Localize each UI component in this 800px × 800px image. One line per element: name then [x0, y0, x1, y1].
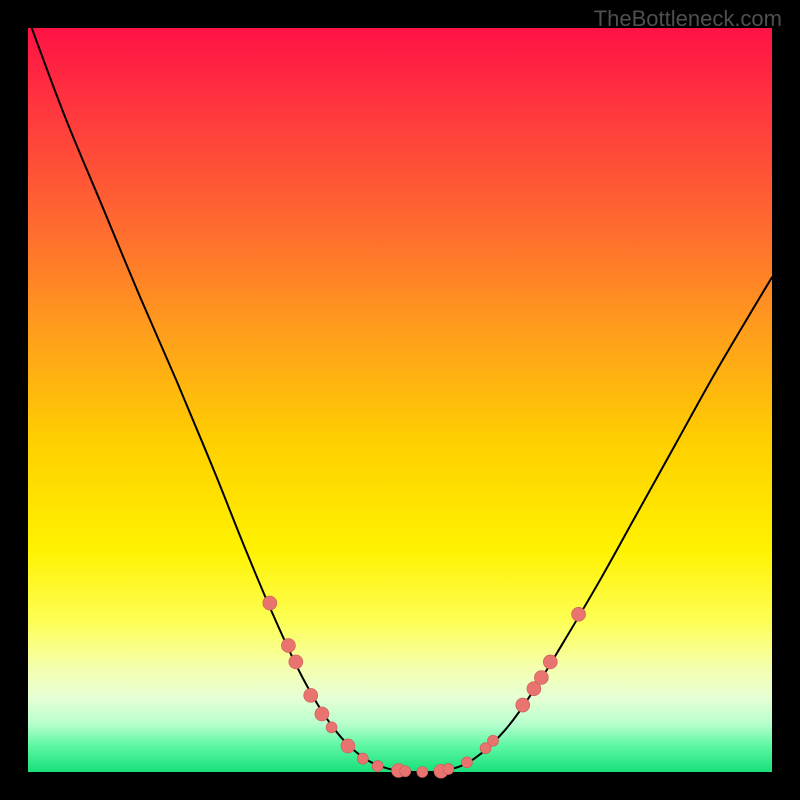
data-marker	[534, 671, 548, 685]
data-marker	[488, 735, 499, 746]
data-marker	[341, 739, 355, 753]
data-marker	[289, 655, 303, 669]
data-marker	[304, 688, 318, 702]
data-marker	[357, 753, 368, 764]
data-marker	[372, 761, 383, 772]
data-marker	[281, 639, 295, 653]
data-marker	[443, 764, 454, 775]
chart-svg	[28, 28, 772, 772]
bottleneck-curve	[32, 28, 772, 772]
data-marker	[263, 596, 277, 610]
data-marker	[315, 707, 329, 721]
data-marker	[326, 722, 337, 733]
outer-frame: TheBottleneck.com	[0, 0, 800, 800]
data-marker	[461, 757, 472, 768]
data-marker	[572, 607, 586, 621]
data-marker	[516, 698, 530, 712]
watermark-text: TheBottleneck.com	[594, 6, 782, 32]
plot-area	[28, 28, 772, 772]
data-marker	[400, 766, 411, 777]
data-marker	[417, 767, 428, 778]
data-marker	[543, 655, 557, 669]
